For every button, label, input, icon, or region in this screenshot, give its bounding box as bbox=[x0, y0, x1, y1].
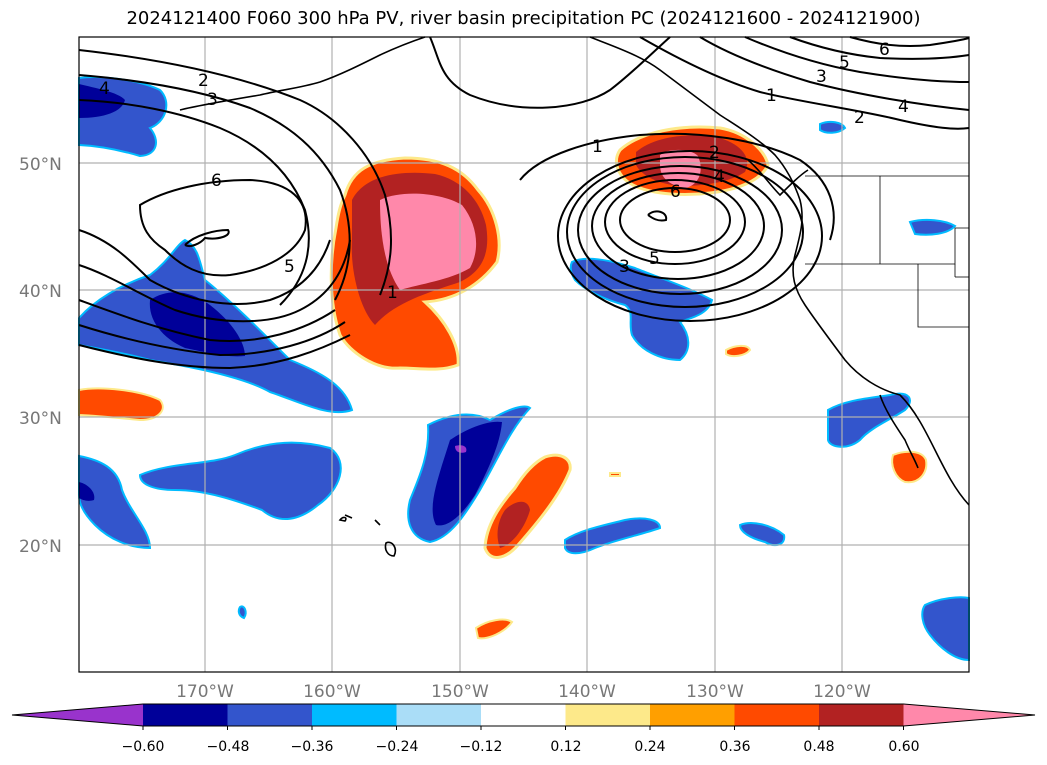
contour-label: 3 bbox=[816, 67, 827, 87]
colorbar-segment bbox=[819, 704, 904, 726]
lon-label: 170°W bbox=[176, 682, 234, 702]
lat-label: 20°N bbox=[19, 537, 62, 557]
colorbar-segment bbox=[227, 704, 313, 726]
colorbar-segment bbox=[565, 704, 651, 726]
colorbar-ticks: −0.60 −0.48 −0.36 −0.24 −0.12 0.12 0.24 … bbox=[122, 739, 920, 755]
lat-label: 50°N bbox=[19, 155, 62, 175]
colorbar-tick-label: −0.24 bbox=[376, 739, 419, 755]
negative-region-southwest-edge bbox=[78, 454, 152, 550]
contour-label: 1 bbox=[387, 283, 398, 303]
contour-label: 6 bbox=[879, 40, 890, 60]
positive-spot-3 bbox=[891, 450, 928, 484]
colorbar-tick-label: 0.12 bbox=[550, 739, 581, 755]
positive-spot-4 bbox=[609, 472, 621, 477]
precip-shading bbox=[78, 76, 970, 662]
lon-label: 140°W bbox=[558, 682, 616, 702]
pv-contour-labels: 4 2 3 6 5 1 1 2 4 6 3 5 6 5 3 1 2 4 bbox=[99, 40, 909, 303]
colorbar-segment bbox=[312, 704, 397, 726]
strong-negative-spot bbox=[455, 445, 467, 453]
lon-label: 150°W bbox=[431, 682, 489, 702]
colorbar-tick-label: −0.48 bbox=[207, 739, 250, 755]
borders bbox=[805, 175, 969, 328]
contour-label: 5 bbox=[839, 53, 850, 73]
colorbar-tick-label: 0.48 bbox=[803, 739, 834, 755]
map-frame bbox=[78, 36, 970, 673]
lon-label: 130°W bbox=[686, 682, 744, 702]
lon-label: 120°W bbox=[813, 682, 871, 702]
colorbar-segment bbox=[481, 704, 566, 726]
lat-label: 30°N bbox=[19, 409, 62, 429]
graticule bbox=[79, 37, 969, 672]
negative-spot-4 bbox=[921, 596, 970, 662]
contour-label: 5 bbox=[649, 249, 660, 269]
contour-label: 5 bbox=[284, 257, 295, 277]
colorbar-extend-max bbox=[903, 704, 1035, 726]
contour-label: 2 bbox=[854, 108, 865, 128]
negative-spot-6 bbox=[819, 120, 847, 134]
colorbar-segment bbox=[650, 704, 735, 726]
colorbar-tick-label: −0.12 bbox=[460, 739, 503, 755]
contour-label: 4 bbox=[898, 97, 909, 117]
lat-label: 40°N bbox=[19, 282, 62, 302]
colorbar bbox=[11, 703, 1036, 730]
contour-label: 2 bbox=[709, 143, 720, 163]
contour-label: 3 bbox=[207, 90, 218, 110]
positive-core-ne bbox=[660, 149, 701, 188]
negative-spot-5 bbox=[908, 218, 957, 236]
colorbar-tick-label: 0.24 bbox=[634, 739, 665, 755]
negative-spot-3 bbox=[827, 392, 911, 448]
colorbar-segment bbox=[396, 704, 482, 726]
latitude-labels: 50°N 40°N 30°N 20°N bbox=[19, 155, 62, 557]
map-title: 2024121400 F060 300 hPa PV, river basin … bbox=[126, 8, 921, 29]
colorbar-tick-label: −0.60 bbox=[122, 739, 165, 755]
contour-label: 3 bbox=[619, 257, 630, 277]
positive-spot-2 bbox=[474, 618, 514, 640]
contour-label: 6 bbox=[211, 171, 222, 191]
negative-core-southwest-edge bbox=[79, 482, 95, 501]
colorbar-tick-label: 0.60 bbox=[888, 739, 919, 755]
positive-mid-diagonal bbox=[497, 501, 530, 548]
negative-spot-7 bbox=[237, 605, 247, 620]
contour-label: 1 bbox=[592, 137, 603, 157]
lon-label: 160°W bbox=[303, 682, 361, 702]
contour-label: 4 bbox=[99, 79, 110, 99]
positive-spot-1 bbox=[725, 344, 752, 358]
negative-core-diagonal bbox=[432, 421, 502, 526]
colorbar-tick-label: −0.36 bbox=[291, 739, 334, 755]
contour-label: 1 bbox=[766, 86, 777, 106]
negative-region-southwest bbox=[138, 441, 342, 521]
positive-core-central bbox=[380, 193, 477, 290]
colorbar-segment bbox=[734, 704, 820, 726]
contour-label: 4 bbox=[714, 167, 725, 187]
colorbar-tick-label: 0.36 bbox=[719, 739, 750, 755]
contour-label: 2 bbox=[198, 71, 209, 91]
colorbar-extend-min bbox=[12, 704, 143, 726]
longitude-labels: 170°W 160°W 150°W 140°W 130°W 120°W bbox=[176, 682, 871, 702]
contour-label: 6 bbox=[670, 182, 681, 202]
colorbar-segment bbox=[143, 704, 228, 726]
pv-contours bbox=[78, 36, 970, 370]
